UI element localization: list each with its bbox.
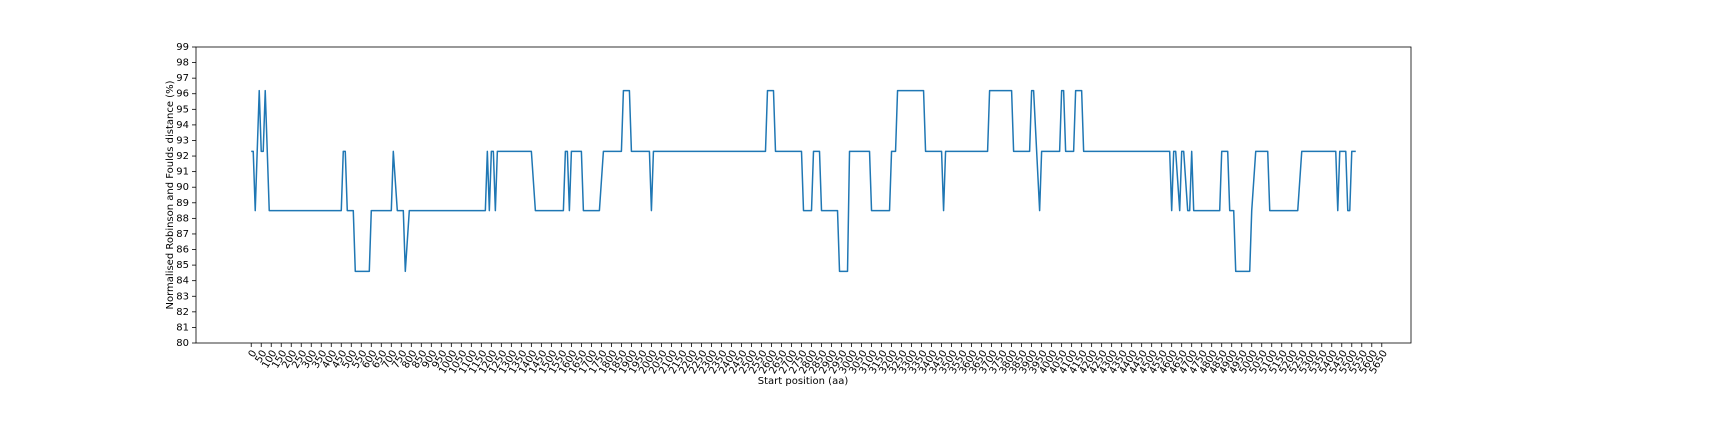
y-tick-label: 82 [176,307,189,318]
y-tick-label: 83 [176,291,189,302]
y-tick-label: 90 [176,182,189,193]
y-tick-label: 91 [176,167,189,178]
y-tick-label: 84 [176,276,189,287]
y-tick-label: 99 [176,42,189,53]
y-tick-label: 92 [176,151,189,162]
y-tick-label: 94 [176,120,189,131]
x-tick-label: 0 [247,349,260,360]
y-tick-label: 96 [176,89,189,100]
x-axis-label: Start position (aa) [758,376,849,387]
y-tick-label: 93 [176,135,189,146]
y-tick-label: 88 [176,213,189,224]
y-tick-label: 86 [176,245,189,256]
y-tick-label: 80 [176,338,189,349]
y-tick-label: 97 [176,73,189,84]
y-tick-label: 87 [176,229,189,240]
y-tick-label: 98 [176,58,189,69]
y-tick-label: 85 [176,260,189,271]
data-line [251,89,1356,273]
y-tick-label: 89 [176,198,189,209]
plot-frame [195,46,1412,344]
y-axis-label: Normalised Robinson and Foulds distance … [165,80,176,309]
y-tick-label: 81 [176,322,189,333]
y-tick-label: 95 [176,104,189,115]
